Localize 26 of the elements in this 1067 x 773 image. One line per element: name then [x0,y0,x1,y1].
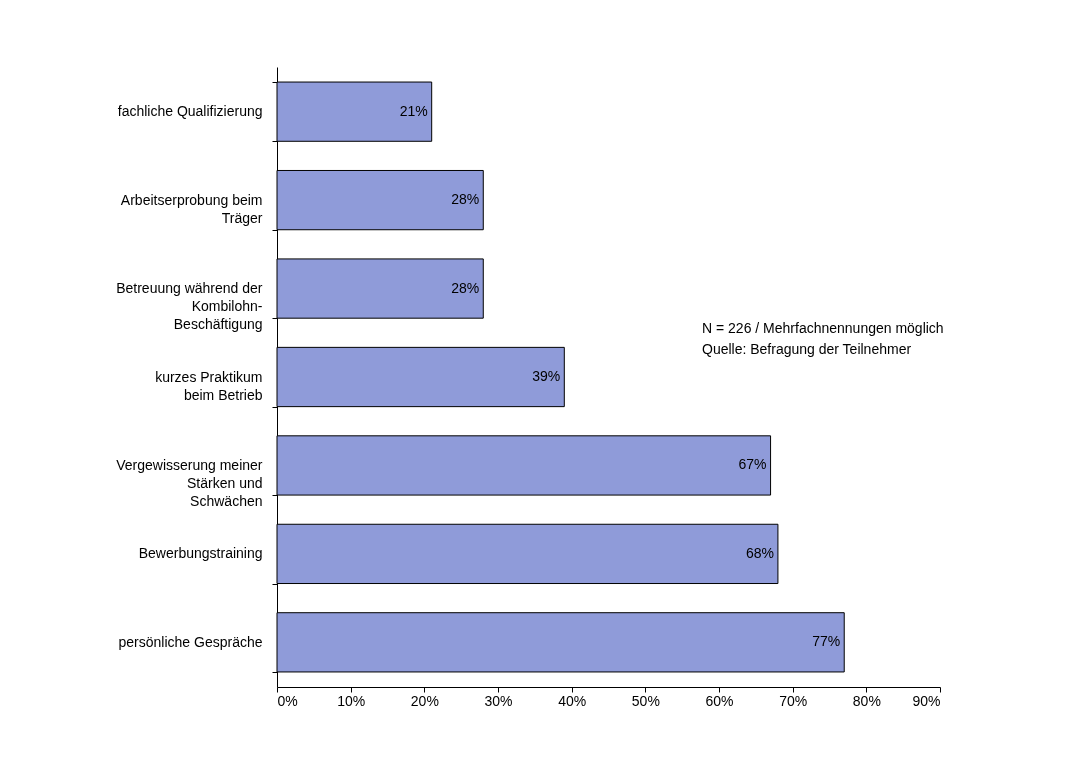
annotation: Quelle: Befragung der Teilnehmer [702,341,912,357]
y-tick-label: Betreuung während der Kombilohn- Beschäftigung [116,280,263,333]
x-tick-label: 30% [484,692,513,709]
data-label: 28% [451,191,480,208]
data-label: 67% [738,456,767,473]
y-tick-label: kurzes Praktikum beim Betrieb [155,368,263,403]
x-tick-label: 20% [410,692,439,709]
x-tick-label: 70% [779,692,808,709]
y-tick-label: fachliche Qualifizierung [117,103,263,120]
x-tick-label: 50% [631,692,660,709]
data-label: 68% [745,544,774,561]
y-tick-label: Bewerbungstraining [138,545,263,562]
x-tick-label: 60% [705,692,734,709]
data-label: 28% [451,279,480,296]
x-tick-label: 10% [337,692,366,709]
data-label: 77% [812,633,841,650]
y-tick-label: Arbeitserprobung beim Träger [120,191,263,226]
x-tick-label: 0% [277,692,298,709]
x-tick-label: 90% [912,692,941,709]
x-tick-label: 80% [852,692,881,709]
annotation: N = 226 / Mehrfachnennungen möglich [702,320,944,336]
data-label: 39% [532,368,561,384]
x-tick-label: 40% [558,692,587,709]
data-label: 21% [399,102,428,119]
y-tick-label: Vergewisserung meiner Stärken und Schwächen [116,456,263,509]
y-tick-label: persönliche Gespräche [118,633,263,650]
